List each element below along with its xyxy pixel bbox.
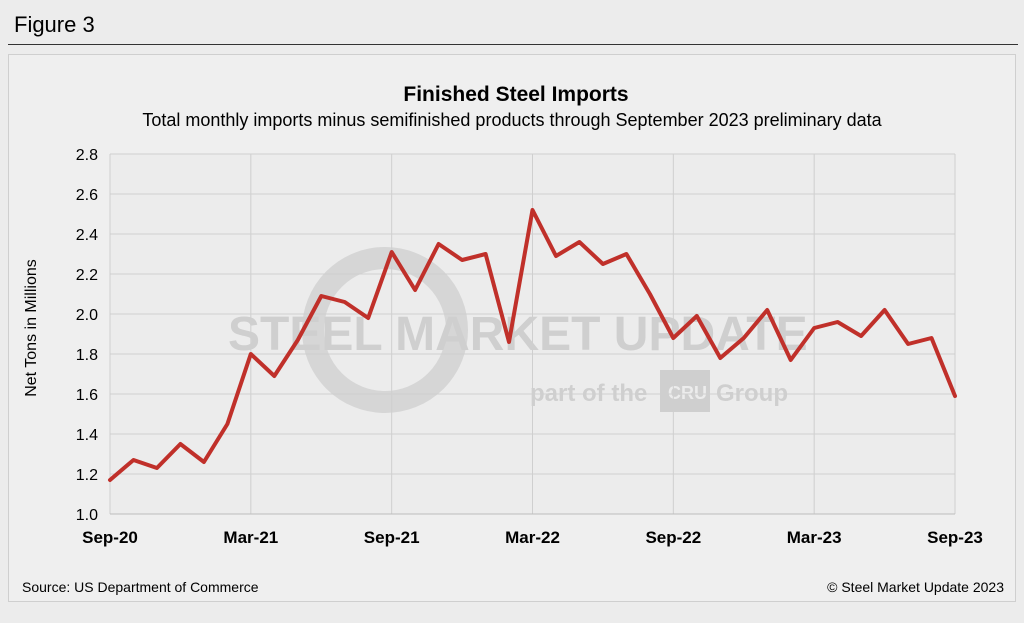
y-tick-label: 1.6 xyxy=(76,387,98,404)
x-tick-label: Mar-22 xyxy=(505,528,560,547)
x-tick-label: Sep-21 xyxy=(364,528,420,547)
watermark-cru-logo-box xyxy=(660,370,710,412)
series-layer xyxy=(108,208,957,482)
x-tick-label: Sep-22 xyxy=(645,528,701,547)
x-tick-label: Sep-20 xyxy=(82,528,138,547)
figure-divider xyxy=(8,44,1018,45)
y-tick-label: 2.2 xyxy=(76,267,98,284)
x-tick-label: Mar-21 xyxy=(223,528,278,547)
watermark-cru-logo: CRU xyxy=(668,383,707,403)
copyright-note: © Steel Market Update 2023 xyxy=(827,579,1004,595)
y-tick-label: 1.8 xyxy=(76,347,98,364)
watermark-ring-logo xyxy=(302,247,468,413)
chart-subtitle: Total monthly imports minus semifinished… xyxy=(142,110,882,130)
figure-label: Figure 3 xyxy=(14,12,95,37)
y-tick-label: 2.8 xyxy=(76,147,98,164)
y-axis-ticks: 1.0 1.2 1.4 1.6 1.8 2.0 2.2 2.4 2.6 2.8 xyxy=(76,147,98,524)
watermark-brand: STEEL MARKET UPDATE xyxy=(228,308,808,361)
chart-title: Finished Steel Imports xyxy=(403,83,628,106)
x-axis-ticks: Sep-20 Mar-21 Sep-21 Mar-22 Sep-22 Mar-23 Sep-… xyxy=(82,528,983,547)
y-axis-label: Net Tons in Millions xyxy=(23,259,40,397)
y-tick-label: 1.4 xyxy=(76,427,98,444)
x-tick-label: Sep-23 xyxy=(927,528,983,547)
y-tick-label: 2.4 xyxy=(76,227,98,244)
source-note: Source: US Department of Commerce xyxy=(22,579,259,595)
y-tick-label: 1.0 xyxy=(76,507,98,524)
x-tick-label: Mar-23 xyxy=(787,528,842,547)
y-tick-label: 1.2 xyxy=(76,467,98,484)
y-tick-label: 2.6 xyxy=(76,187,98,204)
y-tick-label: 2.0 xyxy=(76,307,98,324)
